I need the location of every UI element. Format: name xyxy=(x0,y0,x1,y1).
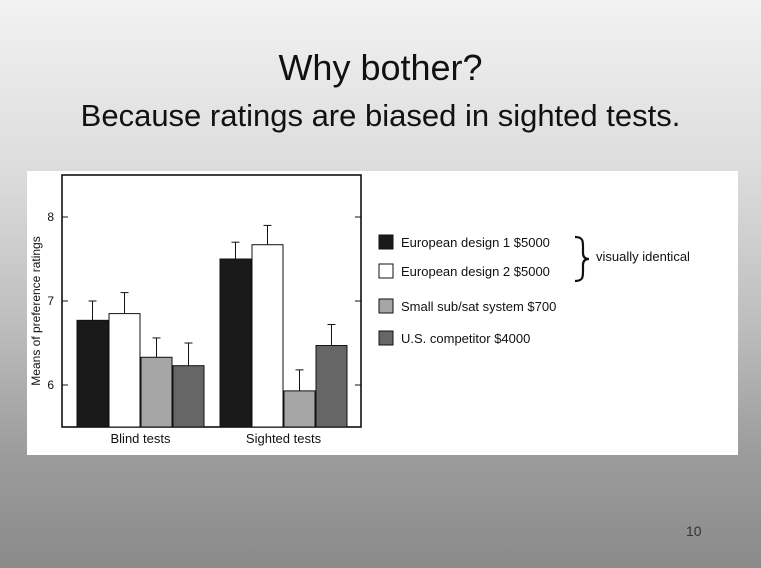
slide-subtitle: Because ratings are biased in sighted te… xyxy=(80,98,681,133)
bar xyxy=(219,258,252,428)
y-axis-label: Means of preference ratings xyxy=(29,236,43,385)
legend-label: U.S. competitor $4000 xyxy=(401,331,530,346)
bar xyxy=(76,319,109,428)
bar xyxy=(140,356,173,428)
legend-swatch xyxy=(378,298,394,314)
bar xyxy=(251,244,284,428)
slide-title: Why bother? xyxy=(278,47,483,88)
y-tick-label: 7 xyxy=(47,294,54,308)
bar xyxy=(108,313,141,428)
x-category-label: Sighted tests xyxy=(246,431,322,446)
legend-brace xyxy=(574,235,590,283)
x-category-label: Blind tests xyxy=(111,431,171,446)
chart-panel: 6 7 8 Means of preference ratings Blind test… xyxy=(27,171,738,455)
y-tick-label: 8 xyxy=(47,210,54,224)
legend-label: European design 2 $5000 xyxy=(401,264,550,279)
legend-swatch xyxy=(378,263,394,279)
legend-label: Small sub/sat system $700 xyxy=(401,299,556,314)
page-number: 10 xyxy=(686,523,702,539)
legend-swatch xyxy=(378,330,394,346)
bar xyxy=(315,345,348,428)
bar xyxy=(283,390,316,428)
y-tick-label: 6 xyxy=(47,378,54,392)
legend-swatch xyxy=(378,234,394,250)
legend-label: European design 1 $5000 xyxy=(401,235,550,250)
bar xyxy=(172,365,205,428)
bar-chart: 6 7 8 Means of preference ratings Blind test… xyxy=(29,174,690,446)
legend-annotation: visually identical xyxy=(596,249,690,264)
